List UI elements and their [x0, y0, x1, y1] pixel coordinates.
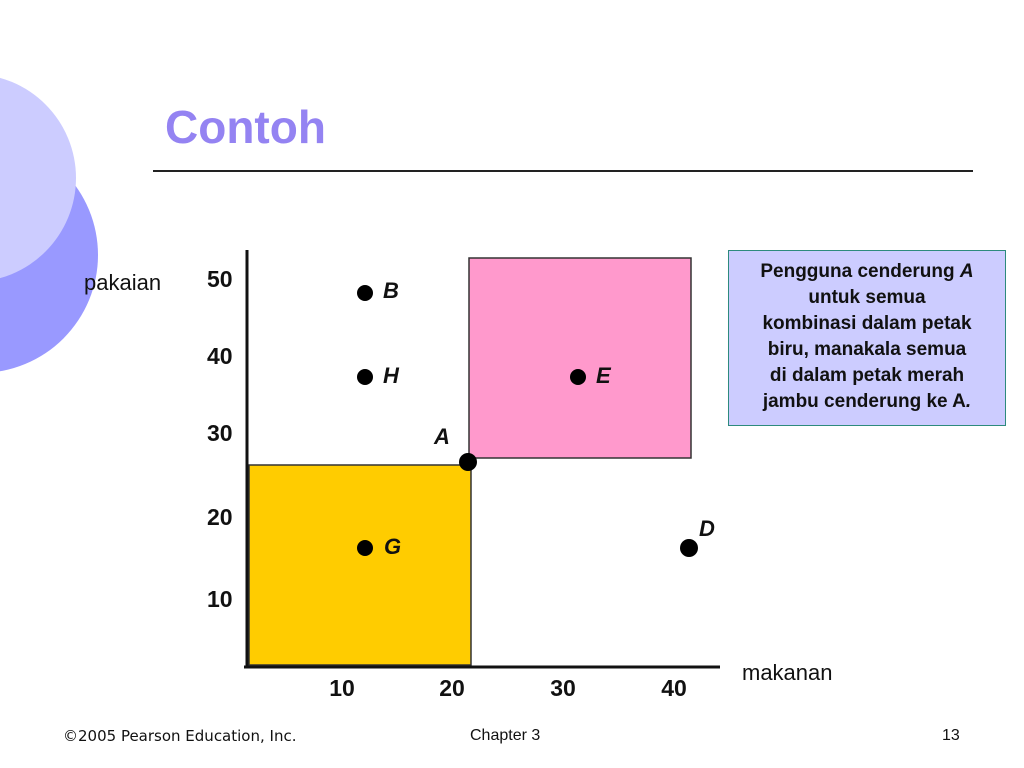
y-tick-label: 50 — [207, 266, 233, 292]
callout-line: di dalam petak merah — [769, 365, 965, 386]
point-marker — [357, 369, 373, 385]
callout-line: kombinasi dalam petak — [762, 313, 972, 334]
callout-line: jambu cenderung ke A. — [735, 389, 999, 415]
callout-italic: A — [959, 261, 974, 282]
point-E: E — [570, 363, 612, 388]
x-tick-label: 20 — [439, 675, 465, 701]
slide-title: Contoh — [165, 101, 326, 153]
point-marker — [357, 540, 373, 556]
y-tick-label: 10 — [207, 586, 233, 612]
deco-circle-light — [0, 77, 76, 279]
point-B: B — [357, 278, 399, 303]
worse-region-box — [248, 464, 472, 666]
title-divider — [153, 170, 973, 172]
point-marker — [680, 539, 698, 557]
point-label: D — [699, 516, 715, 541]
point-label: H — [383, 363, 400, 388]
callout-line: untuk semua — [808, 287, 926, 308]
point-label: E — [596, 363, 612, 388]
point-G: G — [357, 534, 401, 559]
point-marker — [570, 369, 586, 385]
footer-page-number: 13 — [942, 727, 960, 744]
callout-line: Pengguna cenderung A — [735, 259, 999, 285]
point-A: A — [433, 424, 477, 471]
callout-text: Pengguna cenderung — [760, 261, 960, 282]
footer-copyright: ©2005 Pearson Education, Inc. — [63, 727, 297, 745]
point-H: H — [357, 363, 400, 388]
x-tick-label: 40 — [661, 675, 687, 701]
y-axis-label: pakaian — [84, 270, 161, 295]
point-marker — [459, 453, 477, 471]
y-tick-label: 30 — [207, 420, 233, 446]
y-tick-label: 40 — [207, 343, 233, 369]
x-axis-label: makanan — [742, 660, 833, 685]
explanation-callout: Pengguna cenderung A untuk semua kombina… — [728, 250, 1006, 426]
callout-line: biru, manakala semua — [767, 339, 967, 360]
callout-italic: . — [965, 391, 972, 412]
point-label: G — [384, 534, 401, 559]
callout-text: jambu cenderung ke A — [762, 391, 966, 412]
point-label: B — [383, 278, 399, 303]
footer-chapter: Chapter 3 — [470, 727, 541, 744]
x-tick-label: 10 — [329, 675, 355, 701]
point-D: D — [680, 516, 715, 557]
point-label: A — [433, 424, 450, 449]
x-tick-label: 30 — [550, 675, 576, 701]
decorative-circles — [0, 77, 98, 372]
y-tick-label: 20 — [207, 504, 233, 530]
preferred-region-box — [468, 257, 692, 459]
point-marker — [357, 285, 373, 301]
